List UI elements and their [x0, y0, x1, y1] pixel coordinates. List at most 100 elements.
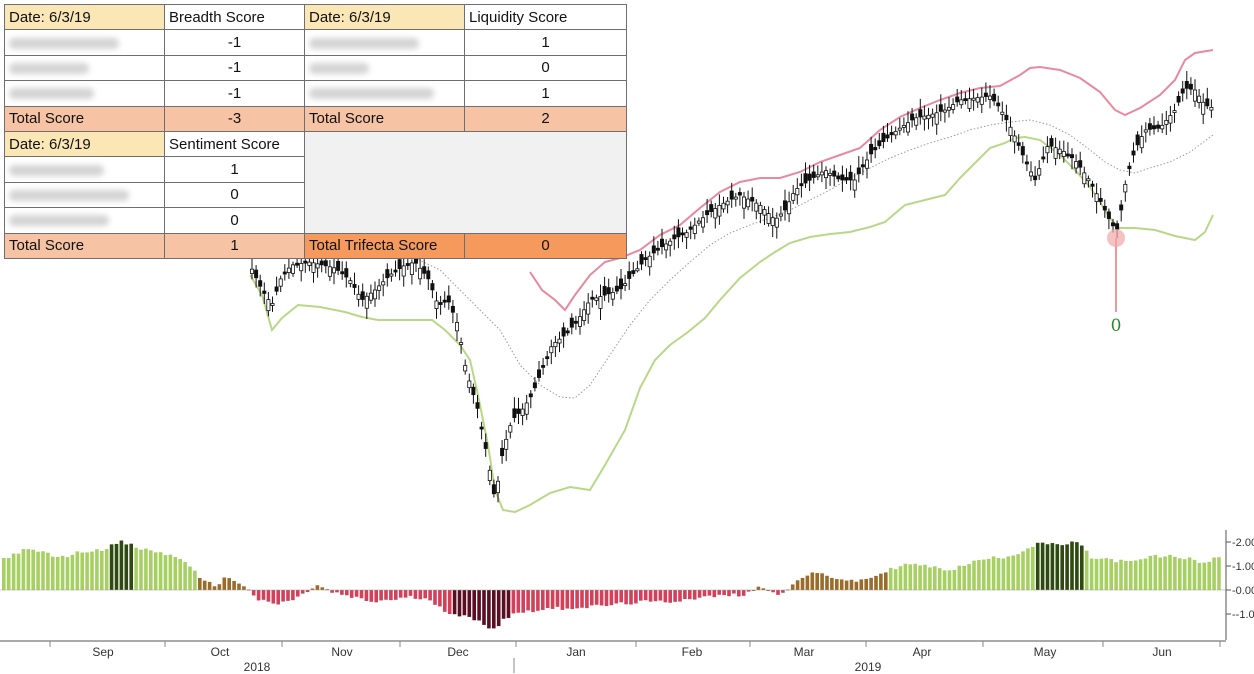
candle-body: [651, 245, 656, 254]
histogram-bar: [462, 590, 467, 616]
breadth-total-value: -3: [164, 105, 305, 132]
histogram-bar: [1178, 558, 1182, 590]
candle-body: [1033, 175, 1038, 181]
candle-body: [389, 273, 394, 277]
candle-body: [988, 95, 993, 100]
histogram-bar: [1192, 559, 1197, 590]
histogram-bar: [452, 590, 457, 615]
candle-body: [803, 173, 808, 184]
candle-body: [762, 209, 767, 216]
candle-body: [947, 106, 952, 111]
histogram-bar: [737, 590, 741, 597]
candle-body: [348, 280, 353, 284]
liquidity-total-value: 2: [464, 105, 627, 132]
histogram-bar: [1163, 556, 1167, 590]
trifecta-total-label: Total Trifecta Score: [304, 232, 465, 260]
candle-body: [610, 291, 615, 300]
candle-body: [528, 393, 533, 398]
candle-body: [860, 164, 865, 168]
histogram-bar: [487, 590, 491, 629]
histogram-bar: [408, 590, 413, 596]
histogram-bar: [634, 590, 638, 604]
candle-body: [713, 208, 718, 219]
histogram-bar: [492, 590, 496, 629]
candle-body: [344, 268, 349, 278]
candle-body: [504, 438, 509, 450]
histogram-bar: [340, 590, 344, 595]
histogram-bar: [418, 590, 423, 600]
candle-body: [705, 210, 710, 216]
candle-body: [364, 295, 369, 309]
histogram-bar: [65, 557, 70, 590]
histogram-bar: [46, 552, 50, 590]
candle-body: [340, 271, 345, 275]
candle-body: [942, 109, 947, 113]
candle-body: [1012, 135, 1017, 143]
histogram-bar: [947, 570, 952, 590]
candle-body: [684, 232, 689, 238]
candle-body: [869, 143, 874, 155]
histogram-bar: [188, 566, 192, 590]
candles: [249, 70, 1214, 503]
candle-body: [1143, 129, 1148, 133]
candle-body: [454, 322, 459, 332]
candle-body: [1029, 171, 1034, 177]
candle-body: [418, 267, 423, 280]
histogram-bar: [884, 572, 888, 590]
candle-body: [635, 268, 640, 272]
histogram-bar: [722, 590, 726, 596]
candle-body: [602, 286, 607, 296]
candle-body: [1188, 83, 1193, 90]
sentiment-score-header: Sentiment Score: [164, 130, 305, 158]
histogram-bar: [898, 566, 903, 590]
histogram-bar: [1138, 559, 1143, 590]
histogram-bar: [771, 590, 775, 593]
candle-body: [660, 238, 665, 248]
histogram-bar: [1050, 543, 1055, 590]
histogram-bar: [212, 586, 217, 590]
price-panel: 0: [249, 49, 1214, 514]
histogram-bar: [124, 544, 129, 590]
histogram-bar: [648, 590, 653, 602]
histogram-bar: [354, 590, 359, 597]
histogram-bar: [751, 590, 756, 591]
histogram-bar: [536, 590, 540, 611]
candle-body: [1201, 101, 1206, 115]
histogram-bar: [1173, 556, 1177, 590]
candle-body: [360, 291, 365, 300]
x-tick-label: Jan: [566, 645, 585, 659]
candle-body: [483, 442, 488, 449]
candle-body: [311, 262, 316, 273]
candle-body: [852, 179, 857, 191]
histogram-bar: [1182, 559, 1187, 590]
candle-body: [721, 202, 726, 210]
histogram-bar: [516, 590, 521, 613]
candle-body: [1197, 95, 1202, 103]
candle-body: [336, 260, 341, 271]
histogram-bar: [202, 580, 207, 590]
liquidity-score-header: Liquidity Score: [464, 3, 627, 31]
candle-body: [1020, 146, 1025, 156]
histogram-bar: [599, 590, 604, 606]
histogram-bar: [1026, 548, 1030, 590]
candle-body: [1111, 222, 1116, 227]
redacted-indicator-name: [4, 156, 165, 183]
candle-body: [1049, 138, 1054, 147]
empty-grey-block: [304, 130, 627, 234]
histogram-bar: [1001, 558, 1006, 590]
upper-bollinger-band: [529, 49, 1214, 312]
histogram-bar: [614, 590, 619, 604]
histogram-bar: [1114, 562, 1118, 590]
histogram-bar: [800, 577, 805, 590]
candle-body: [930, 113, 935, 118]
histogram-bar: [1045, 544, 1050, 590]
candle-body: [1209, 107, 1214, 111]
indicator-y-tick-label: -2.00: [1232, 537, 1254, 549]
histogram-bar: [923, 564, 927, 590]
histogram-bar: [217, 584, 222, 590]
histogram-bar: [717, 590, 721, 595]
histogram-bar: [933, 566, 937, 590]
candle-body: [901, 125, 906, 128]
histogram-bar: [673, 590, 677, 602]
candle-body: [701, 217, 706, 228]
